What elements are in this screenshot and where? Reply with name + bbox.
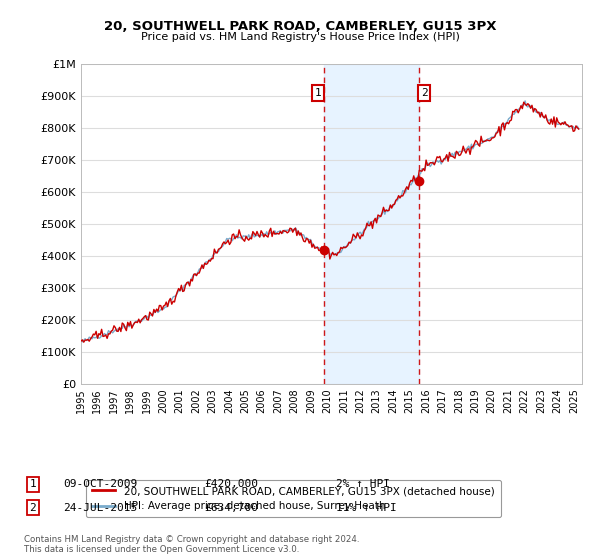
Text: 1: 1 — [29, 479, 37, 489]
Text: 1: 1 — [314, 88, 321, 98]
Text: Contains HM Land Registry data © Crown copyright and database right 2024.
This d: Contains HM Land Registry data © Crown c… — [24, 535, 359, 554]
Text: 2% ↑ HPI: 2% ↑ HPI — [336, 479, 390, 489]
Text: £634,700: £634,700 — [204, 503, 258, 513]
Legend: 20, SOUTHWELL PARK ROAD, CAMBERLEY, GU15 3PX (detached house), HPI: Average pric: 20, SOUTHWELL PARK ROAD, CAMBERLEY, GU15… — [86, 480, 501, 517]
Text: 2: 2 — [421, 88, 428, 98]
Text: 20, SOUTHWELL PARK ROAD, CAMBERLEY, GU15 3PX: 20, SOUTHWELL PARK ROAD, CAMBERLEY, GU15… — [104, 20, 496, 32]
Text: £420,000: £420,000 — [204, 479, 258, 489]
Text: 09-OCT-2009: 09-OCT-2009 — [63, 479, 137, 489]
Text: 11% ↑ HPI: 11% ↑ HPI — [336, 503, 397, 513]
Bar — [323, 64, 419, 384]
Text: 2: 2 — [29, 503, 37, 513]
Text: Price paid vs. HM Land Registry's House Price Index (HPI): Price paid vs. HM Land Registry's House … — [140, 32, 460, 43]
Text: 24-JUL-2015: 24-JUL-2015 — [63, 503, 137, 513]
